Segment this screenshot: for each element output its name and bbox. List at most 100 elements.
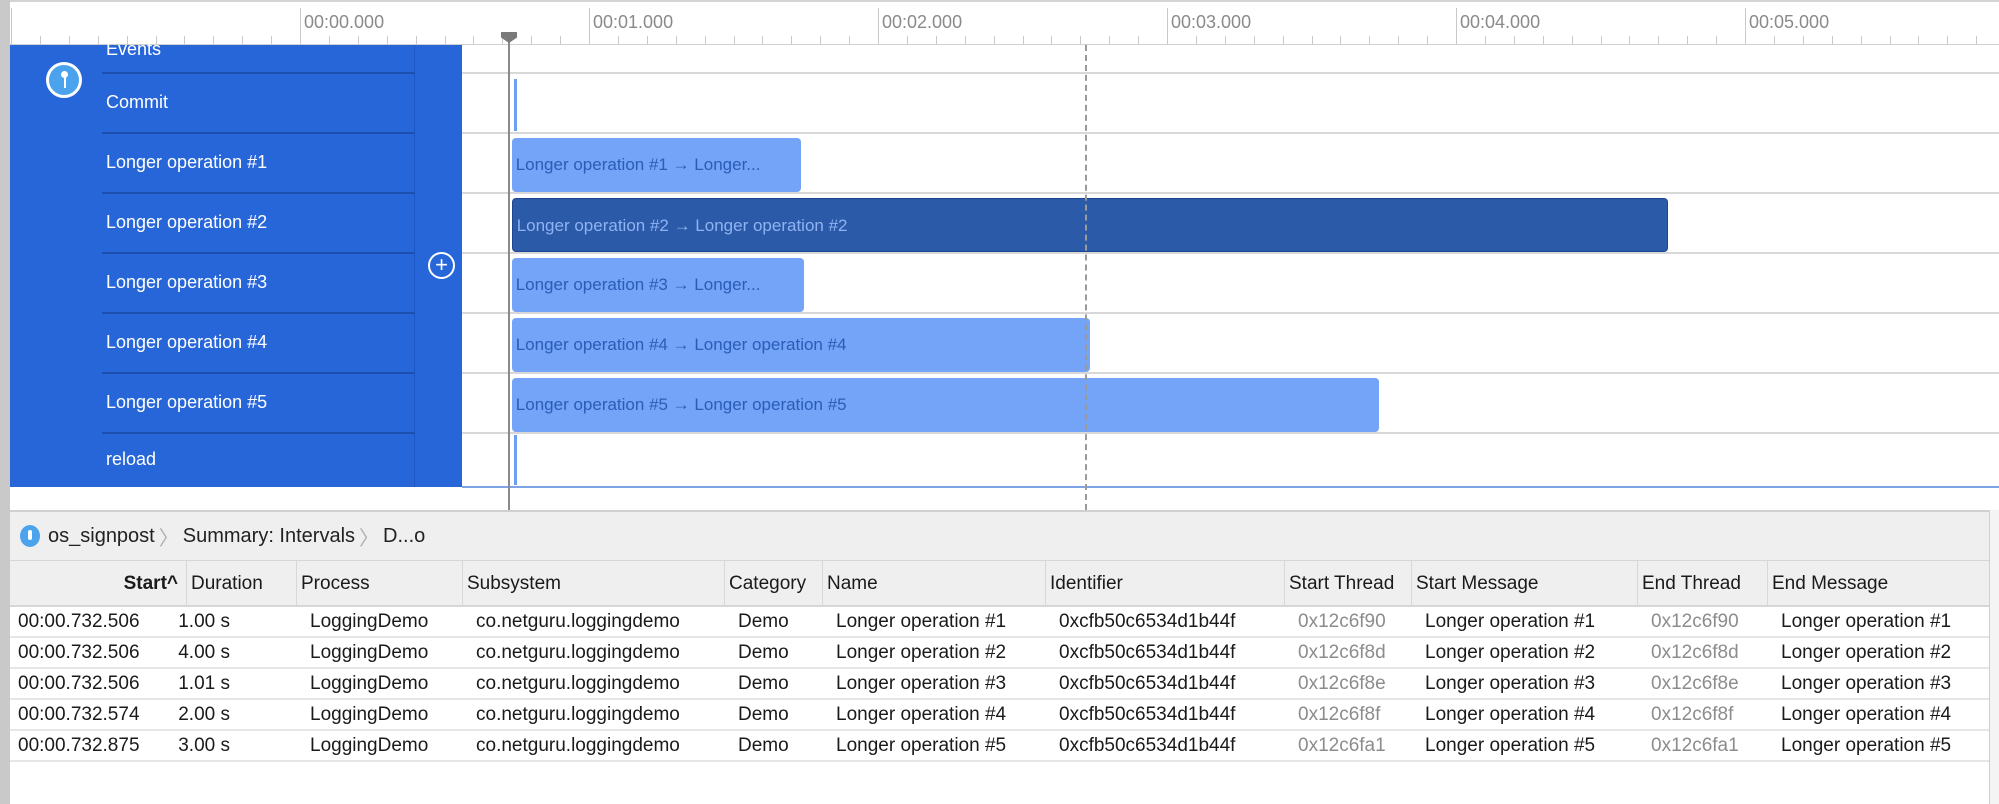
spacer bbox=[10, 488, 1999, 510]
track-graph[interactable]: Longer operation #1 → Longer... Longer op… bbox=[462, 45, 1999, 488]
ruler-minor-tick bbox=[184, 36, 186, 44]
table-cell: 0x12c6f90 bbox=[1651, 611, 1739, 632]
column-header[interactable]: Category bbox=[724, 561, 822, 607]
ruler-minor-tick bbox=[271, 36, 273, 44]
ruler-minor-tick bbox=[964, 36, 966, 44]
playhead[interactable] bbox=[508, 38, 510, 510]
ruler-minor-tick bbox=[1282, 36, 1284, 44]
breadcrumb-item-instrument[interactable]: os_signpost bbox=[48, 524, 155, 547]
ruler-minor-tick bbox=[1427, 36, 1429, 44]
table-cell: 0xcfb50c6534d1b44f bbox=[1059, 642, 1236, 663]
breadcrumb-item-summary[interactable]: Summary: Intervals bbox=[182, 524, 356, 547]
ruler-minor-tick bbox=[1860, 36, 1862, 44]
table-cell: 0xcfb50c6534d1b44f bbox=[1059, 611, 1236, 632]
lane-gridline bbox=[462, 432, 1999, 434]
lane-gridline bbox=[462, 312, 1999, 314]
breadcrumb-item-detail[interactable]: D...o bbox=[383, 524, 426, 547]
ruler-minor-tick bbox=[993, 36, 995, 44]
table-cell: 0x12c6f90 bbox=[1298, 611, 1386, 632]
column-header[interactable]: Process bbox=[296, 561, 462, 607]
ruler-minor-tick bbox=[1311, 36, 1313, 44]
track-lane-label: Longer operation #5 bbox=[106, 392, 268, 412]
ruler-minor-tick bbox=[1658, 36, 1660, 44]
ruler-minor-tick bbox=[1571, 36, 1573, 44]
table-row[interactable]: 00:00.732.506 4.00 s LoggingDemo co.netguru… bbox=[10, 638, 1989, 669]
ruler-minor-tick bbox=[1976, 36, 1978, 44]
ruler-minor-tick bbox=[675, 36, 677, 44]
table-cell: Longer operation #2 bbox=[1425, 642, 1596, 663]
ruler-minor-tick bbox=[704, 36, 706, 44]
interval-bar[interactable]: Longer operation #5 → Longer operation #… bbox=[511, 378, 1379, 432]
table-row[interactable]: 00:00.732.506 1.00 s LoggingDemo co.netguru… bbox=[10, 607, 1989, 638]
table-cell: Longer operation #4 bbox=[1781, 704, 1952, 725]
table-cell: co.netguru.loggingdemo bbox=[476, 704, 680, 725]
ruler-minor-tick bbox=[1947, 36, 1949, 44]
time-ruler[interactable]: 00:00.000 00:01.000 00:02.000 00:03.000 00:0… bbox=[10, 0, 1999, 45]
table-cell: 00:00.732.506 bbox=[18, 611, 140, 632]
table-cell: Longer operation #5 bbox=[1781, 735, 1952, 756]
table-cell: LoggingDemo bbox=[310, 642, 429, 663]
table-cell: 0x12c6f8e bbox=[1651, 673, 1739, 694]
ruler-minor-tick bbox=[1831, 36, 1833, 44]
ruler-minor-tick bbox=[386, 36, 388, 44]
table-cell: 1.01 s bbox=[178, 673, 230, 694]
column-header[interactable]: Subsystem bbox=[462, 561, 724, 607]
table-row[interactable]: 00:00.732.574 2.00 s LoggingDemo co.netguru… bbox=[10, 700, 1989, 731]
column-header[interactable]: Name bbox=[822, 561, 1045, 607]
lane-gridline bbox=[462, 72, 1999, 74]
table-cell: 0xcfb50c6534d1b44f bbox=[1059, 704, 1236, 725]
vertical-scrollbar[interactable] bbox=[1989, 510, 1999, 804]
commit-event-marker[interactable] bbox=[513, 79, 517, 131]
track-lane-label: reload bbox=[106, 449, 157, 469]
column-header[interactable]: Start^ bbox=[123, 573, 178, 594]
table-row[interactable]: 00:00.732.506 1.01 s LoggingDemo co.netguru… bbox=[10, 669, 1989, 700]
signpost-pin-icon bbox=[46, 62, 82, 98]
column-header[interactable]: Duration bbox=[186, 561, 296, 607]
column-header[interactable]: End Message bbox=[1767, 561, 1989, 607]
breadcrumb: os_signpost 〉 Summary: Intervals 〉 D...o bbox=[10, 510, 1989, 561]
ruler-minor-tick bbox=[1138, 36, 1140, 44]
window-edge bbox=[0, 0, 10, 804]
reload-event-marker[interactable] bbox=[513, 435, 517, 485]
table-cell: Longer operation #5 bbox=[836, 735, 1007, 756]
playhead-handle[interactable] bbox=[501, 32, 517, 43]
lane-separator bbox=[102, 132, 415, 134]
ruler-minor-tick bbox=[1080, 36, 1082, 44]
ruler-label: 00:02.000 bbox=[882, 12, 963, 32]
ruler-major-tick bbox=[1167, 8, 1168, 44]
table-cell: Demo bbox=[738, 673, 789, 694]
table-cell: LoggingDemo bbox=[310, 735, 429, 756]
interval-bar[interactable]: Longer operation #1 → Longer... bbox=[511, 138, 801, 192]
ruler-minor-tick bbox=[1369, 36, 1371, 44]
table-cell: 0x12c6f8d bbox=[1651, 642, 1739, 663]
table-cell: Demo bbox=[738, 611, 789, 632]
ruler-minor-tick bbox=[473, 36, 475, 44]
ruler-minor-tick bbox=[1224, 36, 1226, 44]
ruler-label: 00:01.000 bbox=[593, 12, 674, 32]
track-header-os-signpost[interactable]: + Events Commit Longer operation #1 Longer … bbox=[10, 39, 462, 487]
track-divider bbox=[414, 45, 415, 487]
table-header: Start^ Duration Process Subsystem Category Na… bbox=[10, 561, 1989, 607]
table-cell: 00:00.732.506 bbox=[18, 642, 140, 663]
table-cell: Longer operation #1 bbox=[1781, 611, 1952, 632]
ruler-label: 00:05.000 bbox=[1749, 12, 1830, 32]
table-cell: Longer operation #1 bbox=[1425, 611, 1596, 632]
interval-bar[interactable]: Longer operation #4 → Longer operation #… bbox=[511, 318, 1090, 372]
ruler-major-tick bbox=[589, 8, 590, 44]
table-row[interactable]: 00:00.732.875 3.00 s LoggingDemo co.netguru… bbox=[10, 731, 1989, 762]
lane-separator bbox=[102, 432, 415, 434]
interval-bar[interactable]: Longer operation #2 → Longer operation #… bbox=[511, 198, 1668, 252]
ruler-major-tick bbox=[1456, 8, 1457, 44]
interval-bar[interactable]: Longer operation #3 → Longer... bbox=[511, 258, 804, 312]
column-header[interactable]: Identifier bbox=[1045, 561, 1284, 607]
table-cell: 00:00.732.506 bbox=[18, 673, 140, 694]
column-header[interactable]: Start Thread bbox=[1284, 561, 1411, 607]
table-cell: LoggingDemo bbox=[310, 611, 429, 632]
track-lane-label: Events bbox=[106, 39, 162, 59]
column-header[interactable]: End Thread bbox=[1637, 561, 1767, 607]
ruler-minor-tick bbox=[820, 36, 822, 44]
chevron-right-icon: 〉 bbox=[158, 527, 179, 550]
ruler-minor-tick bbox=[1022, 36, 1024, 44]
plus-circle-icon[interactable]: + bbox=[428, 252, 455, 279]
column-header[interactable]: Start Message bbox=[1411, 561, 1637, 607]
